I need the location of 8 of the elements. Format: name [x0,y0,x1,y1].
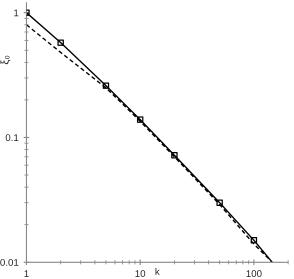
x-tick-label: 1 [24,270,29,277]
x-tick-label: 10 [136,270,146,278]
y-tick-label: 0.1 [6,134,18,142]
x-tick-label: 100 [246,270,262,278]
x-axis-title: k [156,268,160,275]
y-axis-title: ξ₀ [0,56,10,64]
y-tick-label: 0.01 [0,258,18,266]
y-tick-label: 1 [14,10,18,16]
